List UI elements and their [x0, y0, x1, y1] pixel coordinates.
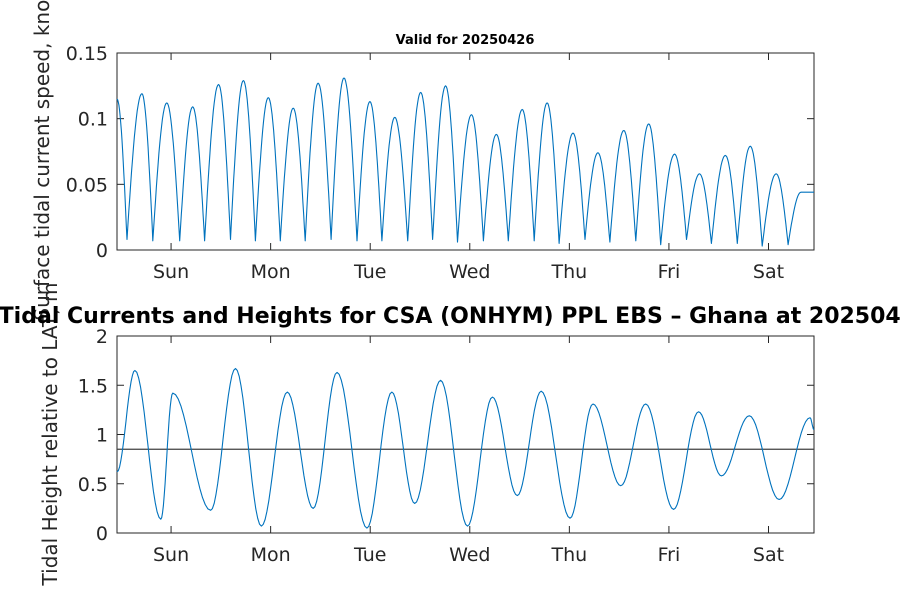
current-speed-series-line	[116, 77, 814, 247]
tidal-height-xtick-label: Thu	[551, 544, 588, 566]
current-speed-axes: 0 0.05 0.1 0.15 Sun Mon Tue Wed Thu Fri Sat Valid …	[30, 0, 815, 321]
tidal-height-xtick-label: Sat	[753, 544, 784, 566]
tidal-height-ytick-label: 1.5	[78, 375, 108, 397]
current-speed-title: Valid for 20250426	[396, 33, 535, 48]
current-speed-ylabel: Surface tidal current speed, knots	[30, 0, 54, 321]
current-speed-marks: 0 0.05 0.1 0.15 Sun Mon Tue Wed Thu Fri Sat	[66, 43, 814, 283]
tidal-height-xtick-label: Mon	[251, 544, 291, 566]
tidal-height-ytick-label: 2	[96, 326, 108, 348]
current-speed-ytick-label: 0.15	[66, 43, 108, 65]
tidal-height-axes: 0 0.5 1 1.5 2 Sun Mon Tue Wed Thu Fri Sat Tidal Hei…	[38, 283, 815, 587]
tidal-height-marks: 0 0.5 1 1.5 2 Sun Mon Tue Wed Thu Fri Sat	[78, 326, 815, 566]
current-speed-xtick-label: Sat	[753, 261, 784, 283]
tidal-height-xtick-label: Tue	[353, 544, 386, 566]
tidal-height-xtick-label: Sun	[153, 544, 189, 566]
current-speed-xtick-label: Sun	[153, 261, 189, 283]
tidal-height-ylabel: Tidal Height relative to LAT, m	[38, 283, 62, 587]
current-speed-xtick-label: Fri	[658, 261, 681, 283]
tidal-height-ytick-label: 0.5	[78, 474, 108, 496]
current-speed-ytick-label: 0.1	[78, 109, 108, 131]
tidal-height-ytick-label: 1	[96, 425, 108, 447]
current-speed-xtick-label: Wed	[449, 261, 490, 283]
figure-title: Tidal Currents and Heights for CSA (ONHY…	[0, 304, 900, 329]
current-speed-xtick-label: Tue	[353, 261, 386, 283]
current-speed-ytick-label: 0.05	[66, 174, 108, 196]
tidal-height-series-line	[116, 367, 815, 529]
tidal-height-ytick-label: 0	[96, 523, 108, 545]
current-speed-plot-area	[116, 52, 815, 251]
tidal-height-xtick-label: Fri	[658, 544, 681, 566]
current-speed-xtick-label: Thu	[551, 261, 588, 283]
current-speed-xtick-label: Mon	[251, 261, 291, 283]
tidal-height-xtick-label: Wed	[449, 544, 490, 566]
tidal-height-plot-area	[116, 335, 815, 534]
current-speed-ytick-label: 0	[96, 240, 108, 262]
